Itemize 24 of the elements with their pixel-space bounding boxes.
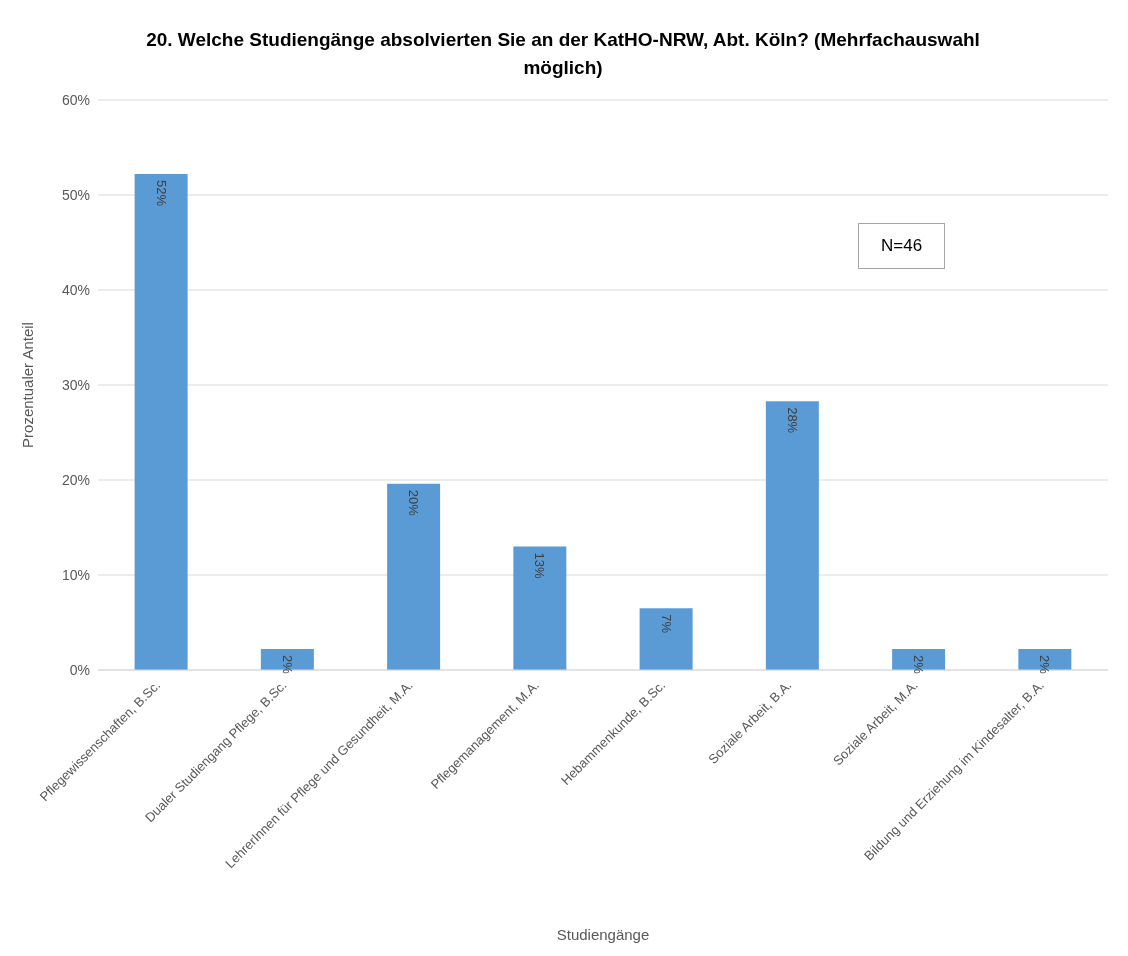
data-label: 13% xyxy=(532,552,548,579)
bar xyxy=(639,608,693,670)
y-tick-label: 60% xyxy=(61,91,90,108)
data-label: 2% xyxy=(1037,655,1053,675)
y-axis-title: Prozentualer Anteil xyxy=(19,322,37,448)
data-label: 2% xyxy=(279,655,295,675)
bar xyxy=(134,174,188,670)
data-label: 52% xyxy=(153,180,169,207)
y-tick-label: 30% xyxy=(61,376,90,393)
y-tick-label: 40% xyxy=(61,281,90,298)
y-tick-label: 0% xyxy=(69,661,90,678)
x-axis-title: Studiengänge xyxy=(556,926,650,943)
annotation: N=46 xyxy=(858,223,946,269)
data-label: 20% xyxy=(406,489,422,517)
y-tick-label: 50% xyxy=(61,186,90,203)
y-tick-label: 10% xyxy=(61,566,90,583)
data-label: 2% xyxy=(911,655,927,675)
data-label: 28% xyxy=(784,407,800,434)
bar xyxy=(387,483,441,670)
bar xyxy=(765,401,819,670)
y-tick-label: 20% xyxy=(61,471,90,488)
bar xyxy=(513,546,567,670)
chart-title: 20. Welche Studiengänge absolvierten Sie an der KatHO-NRW, Abt. Köln? (Mehrfachauswahl möglich) xyxy=(145,28,981,80)
data-label: 7% xyxy=(658,614,674,634)
